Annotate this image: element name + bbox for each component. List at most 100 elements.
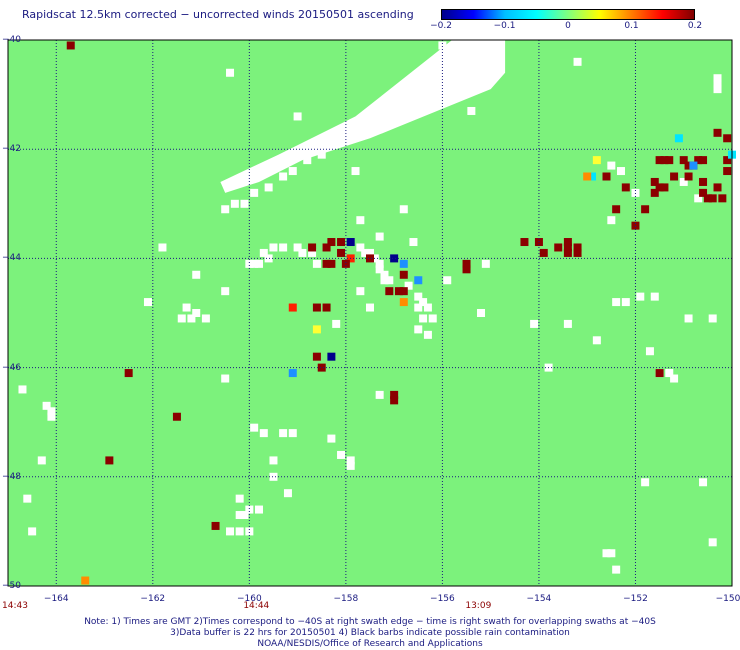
wind-difference-cell [172, 412, 181, 421]
wind-difference-cell [723, 134, 732, 143]
no-data-cell [612, 565, 621, 574]
wind-difference-cell [621, 183, 630, 192]
no-data-cell [303, 156, 312, 165]
wind-difference-cell [312, 325, 321, 334]
footnote-line-3: NOAA/NESDIS/Office of Research and Appli… [257, 639, 483, 649]
no-data-cell [419, 298, 428, 307]
wind-difference-cell [312, 352, 321, 361]
no-data-cell [187, 314, 196, 323]
no-data-cell [414, 325, 423, 334]
colorbar-tick-label: 0.1 [624, 21, 639, 31]
longitude-label: −152 [623, 594, 648, 604]
no-data-cell [380, 276, 389, 285]
wind-difference-cell [322, 243, 331, 252]
no-data-cell [650, 292, 659, 301]
no-data-cell [240, 199, 249, 208]
no-data-cell [684, 314, 693, 323]
no-data-cell [636, 292, 645, 301]
wind-difference-cell [317, 363, 326, 372]
no-data-cell [158, 243, 167, 252]
no-data-cell [293, 112, 302, 121]
no-data-cell [467, 106, 476, 115]
no-data-cell [375, 259, 384, 268]
no-data-cell [631, 188, 640, 197]
longitude-label: −164 [43, 594, 69, 604]
latitude-label: −42 [2, 144, 21, 155]
no-data-cell [404, 281, 413, 290]
colorbar-tick-label: −0.1 [493, 21, 516, 31]
wind-difference-cell [124, 369, 133, 378]
longitude-label: −158 [333, 594, 359, 604]
wind-difference-cell [399, 298, 408, 307]
wind-difference-cell [689, 161, 698, 170]
wind-difference-cell [723, 167, 732, 176]
no-data-cell [279, 429, 288, 438]
no-data-cell [192, 270, 201, 279]
no-data-cell [259, 248, 268, 257]
wind-difference-cell [723, 156, 732, 165]
footnote-line-2: 3)Data buffer is 22 hrs for 20150501 4) … [170, 628, 570, 638]
no-data-cell [235, 511, 244, 520]
no-data-cell [317, 150, 326, 159]
no-data-cell [645, 347, 654, 356]
no-data-cell [230, 199, 239, 208]
colorbar [441, 9, 695, 20]
no-data-cell [269, 472, 278, 481]
no-data-cell [37, 456, 46, 465]
no-data-cell [42, 401, 51, 410]
wind-difference-cell [655, 156, 664, 165]
no-data-cell [530, 319, 539, 328]
no-data-cell [264, 254, 273, 263]
no-data-cell [443, 276, 452, 285]
wind-difference-cell [713, 183, 722, 192]
no-data-cell [288, 167, 297, 176]
wind-difference-cell [684, 172, 693, 181]
no-data-cell [332, 319, 341, 328]
wind-difference-cell [327, 238, 336, 247]
wind-difference-cell [327, 352, 336, 361]
wind-difference-cell [713, 128, 722, 137]
no-data-cell [259, 429, 268, 438]
no-data-cell [419, 314, 428, 323]
no-data-cell [245, 527, 254, 536]
no-data-cell [245, 259, 254, 268]
no-data-cell [201, 314, 210, 323]
no-data-cell [288, 429, 297, 438]
longitude-label: −154 [526, 594, 552, 604]
no-data-cell [385, 276, 394, 285]
wind-difference-cell [385, 287, 394, 296]
no-data-cell [366, 248, 374, 257]
no-data-cell [269, 243, 278, 252]
wind-difference-cell [462, 265, 471, 274]
no-data-cell [423, 330, 432, 339]
no-data-cell [293, 243, 302, 252]
wind-difference-cell [674, 134, 683, 143]
map-title: Rapidscat 12.5km corrected − uncorrected… [22, 8, 414, 21]
wind-difference-cell [563, 238, 572, 247]
no-data-cell [621, 298, 630, 307]
no-data-cell [423, 303, 432, 312]
no-data-cell [592, 336, 601, 345]
wind-difference-cell [641, 205, 650, 214]
wind-difference-cell [312, 303, 321, 312]
wind-difference-cell [399, 270, 408, 279]
no-data-cell [366, 303, 374, 312]
no-data-cell [641, 478, 650, 487]
no-data-cell [679, 177, 688, 186]
wind-difference-cell [670, 172, 679, 181]
no-data-cell [361, 248, 370, 257]
no-data-cell [573, 57, 582, 66]
wind-difference-cell [679, 156, 688, 165]
wind-difference-cell [708, 194, 717, 203]
no-data-cell [298, 248, 307, 257]
no-data-cell [308, 248, 317, 257]
wind-difference-cell [592, 156, 601, 165]
wind-difference-cell [655, 183, 664, 192]
wind-difference-cell [308, 243, 317, 252]
latitude-label: −40 [2, 35, 21, 45]
no-data-cell [356, 287, 365, 296]
colorbar-tick-label: 0 [565, 21, 571, 31]
no-data-cell [283, 489, 292, 498]
no-data-cell [254, 259, 263, 268]
